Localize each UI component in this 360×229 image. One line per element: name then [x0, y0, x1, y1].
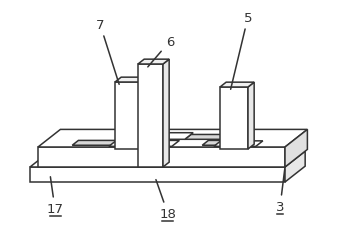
Polygon shape [38, 147, 285, 167]
Polygon shape [143, 78, 149, 149]
Polygon shape [125, 135, 176, 140]
Text: 3: 3 [276, 170, 285, 214]
Polygon shape [138, 65, 163, 167]
Polygon shape [185, 135, 236, 140]
Polygon shape [38, 130, 307, 147]
Polygon shape [131, 141, 179, 147]
Polygon shape [248, 83, 254, 149]
Text: 17: 17 [46, 177, 63, 215]
Text: 7: 7 [96, 18, 119, 85]
Polygon shape [202, 141, 253, 146]
Polygon shape [285, 152, 305, 182]
Polygon shape [115, 83, 143, 149]
Text: 6: 6 [148, 35, 174, 68]
Polygon shape [109, 141, 158, 147]
Polygon shape [220, 83, 254, 88]
Polygon shape [72, 141, 123, 146]
Polygon shape [138, 133, 193, 140]
Polygon shape [30, 152, 305, 167]
Polygon shape [115, 78, 149, 83]
Polygon shape [163, 60, 169, 167]
Polygon shape [30, 167, 285, 182]
Text: 18: 18 [156, 180, 176, 221]
Polygon shape [285, 130, 307, 167]
Polygon shape [138, 60, 169, 65]
Text: 5: 5 [231, 11, 252, 90]
Polygon shape [214, 141, 263, 147]
Polygon shape [220, 88, 248, 149]
